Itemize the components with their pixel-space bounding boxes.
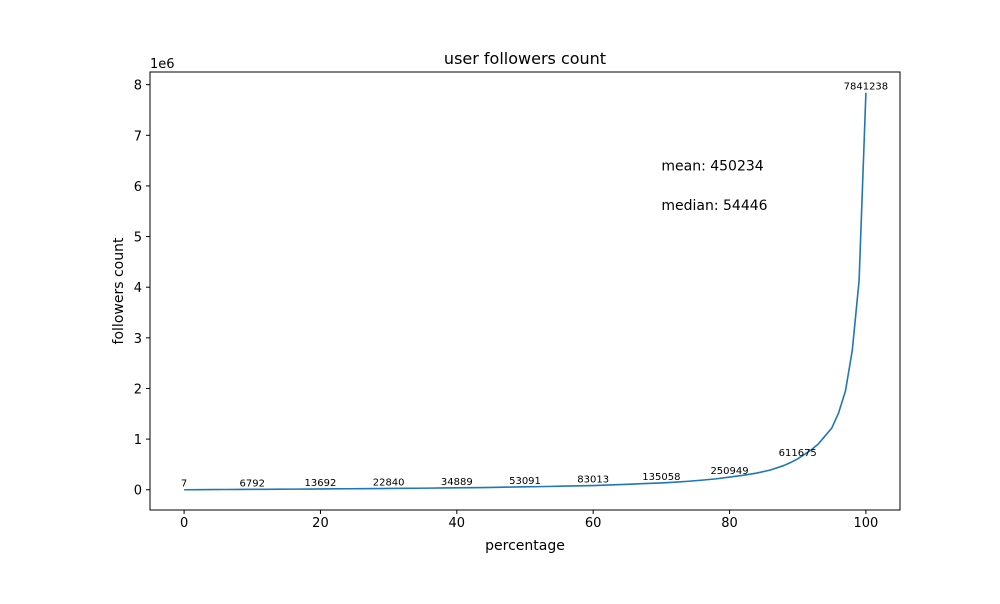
- x-axis-label: percentage: [485, 538, 565, 554]
- data-label: 7: [181, 479, 187, 490]
- data-label: 6792: [240, 478, 265, 489]
- data-label: 34889: [441, 477, 473, 488]
- stat-annotation: median: 54446: [661, 198, 767, 214]
- y-axis-offset-text: 1e6: [150, 57, 175, 72]
- y-tick-label: 1: [134, 433, 142, 448]
- x-tick-label: 100: [853, 516, 878, 531]
- y-tick-label: 3: [134, 332, 142, 347]
- y-tick-label: 4: [134, 281, 142, 296]
- data-label: 22840: [373, 478, 405, 489]
- data-labels: 7 6792 13692 22840 34889 53091 83013 135058 2509…: [181, 82, 888, 490]
- series-line-0: [184, 92, 867, 491]
- x-tick-label: 40: [449, 516, 466, 531]
- data-label: 611675: [779, 448, 817, 459]
- data-label: 7841238: [844, 82, 889, 93]
- x-tick-label: 60: [585, 516, 602, 531]
- y-tick-label: 6: [134, 180, 142, 195]
- y-tick-label: 2: [134, 382, 142, 397]
- chart-title: user followers count: [444, 49, 606, 68]
- data-label: 250949: [710, 466, 748, 477]
- data-label: 13692: [305, 478, 337, 489]
- y-tick-label: 5: [134, 231, 142, 246]
- y-axis-label: followers count: [111, 237, 127, 344]
- annotations: mean: 450234 median: 54446: [661, 159, 767, 214]
- data-label: 53091: [509, 476, 541, 487]
- data-label: 83013: [577, 475, 609, 486]
- x-tick-label: 0: [180, 516, 188, 531]
- data-label: 135058: [642, 472, 680, 483]
- x-tick-label: 20: [312, 516, 329, 531]
- y-tick-label: 0: [134, 484, 142, 499]
- stat-annotation: mean: 450234: [661, 159, 763, 175]
- x-tick-label: 80: [721, 516, 738, 531]
- plot-frame: [149, 71, 901, 511]
- y-tick-label: 7: [134, 129, 142, 144]
- series-lines: [184, 92, 867, 491]
- axis-ticks: 0 20 40 60 80 100 0 1 2 3 4 5 6 7 8: [134, 79, 879, 531]
- y-tick-label: 8: [134, 79, 142, 94]
